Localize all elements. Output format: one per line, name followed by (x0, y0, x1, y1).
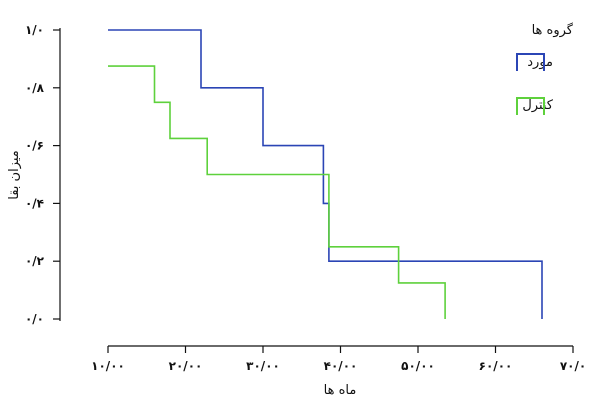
series-line-case (108, 29, 543, 319)
axes: ۰/۰ ۰/۲ ۰/۴ ۰/۶ ۰/۸ ۱/۰ ۱۰/۰۰ ۲۰/۰۰ ۳۰/۰۰ ۴۰/۰۰ ۵۰… (25, 23, 586, 373)
series-line-control (108, 65, 446, 319)
x-axis-title: ماه ها (324, 383, 357, 398)
x-tick-label: ۲۰/۰۰ (169, 359, 203, 373)
legend-label-control: کنترل (522, 98, 553, 113)
y-tick-label: ۰/۰ (25, 312, 44, 326)
legend-label-case: مورد (527, 55, 553, 70)
y-tick-label: ۱/۰ (25, 23, 44, 37)
y-tick-label: ۰/۶ (25, 139, 44, 153)
legend-title: گروه ها (532, 22, 574, 38)
x-tick-label: ۱۰/۰۰ (91, 359, 125, 373)
series-layer (108, 29, 543, 319)
x-tick-label: ۶۰/۰۰ (479, 359, 513, 373)
x-tick-label: ۵۰/۰۰ (401, 359, 435, 373)
y-tick-label: ۰/۸ (25, 81, 45, 95)
y-tick-label: ۰/۲ (25, 254, 45, 268)
x-tick-label: ۷۰/۰ (560, 359, 586, 373)
legend-swatch-control (516, 97, 545, 115)
y-axis-title: میزان بقا (7, 150, 22, 200)
y-tick-label: ۰/۴ (25, 196, 44, 210)
legend-swatch-case (516, 53, 545, 71)
legend: گروه ها مورد کنترل (516, 22, 574, 115)
x-tick-label: ۴۰/۰۰ (324, 359, 358, 373)
x-tick-label: ۳۰/۰۰ (246, 359, 280, 373)
